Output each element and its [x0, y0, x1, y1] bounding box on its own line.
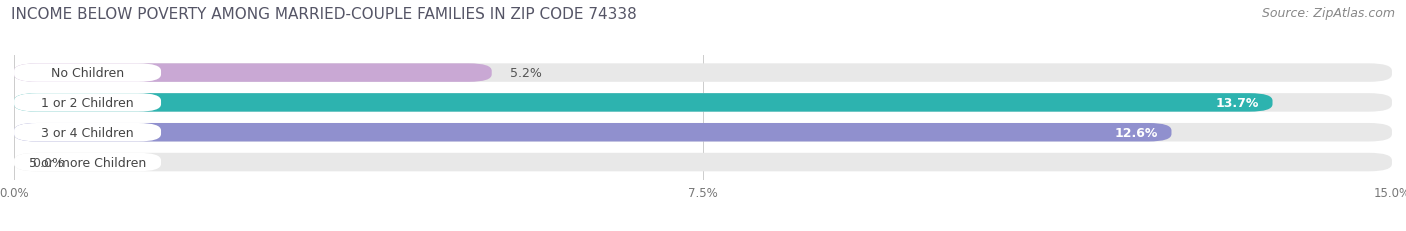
FancyBboxPatch shape [14, 153, 162, 172]
FancyBboxPatch shape [14, 94, 1272, 112]
FancyBboxPatch shape [14, 64, 1392, 82]
FancyBboxPatch shape [14, 123, 1392, 142]
FancyBboxPatch shape [14, 123, 162, 142]
FancyBboxPatch shape [14, 64, 162, 82]
Text: INCOME BELOW POVERTY AMONG MARRIED-COUPLE FAMILIES IN ZIP CODE 74338: INCOME BELOW POVERTY AMONG MARRIED-COUPL… [11, 7, 637, 22]
Text: Source: ZipAtlas.com: Source: ZipAtlas.com [1261, 7, 1395, 20]
FancyBboxPatch shape [14, 94, 1392, 112]
FancyBboxPatch shape [14, 153, 1392, 172]
FancyBboxPatch shape [14, 123, 1171, 142]
Text: 5 or more Children: 5 or more Children [30, 156, 146, 169]
Text: 0.0%: 0.0% [32, 156, 65, 169]
Text: 3 or 4 Children: 3 or 4 Children [41, 126, 134, 139]
Text: 5.2%: 5.2% [510, 67, 541, 80]
Text: 1 or 2 Children: 1 or 2 Children [41, 97, 134, 109]
Text: No Children: No Children [51, 67, 124, 80]
Text: 12.6%: 12.6% [1115, 126, 1157, 139]
FancyBboxPatch shape [14, 64, 492, 82]
FancyBboxPatch shape [14, 94, 162, 112]
Text: 13.7%: 13.7% [1215, 97, 1258, 109]
